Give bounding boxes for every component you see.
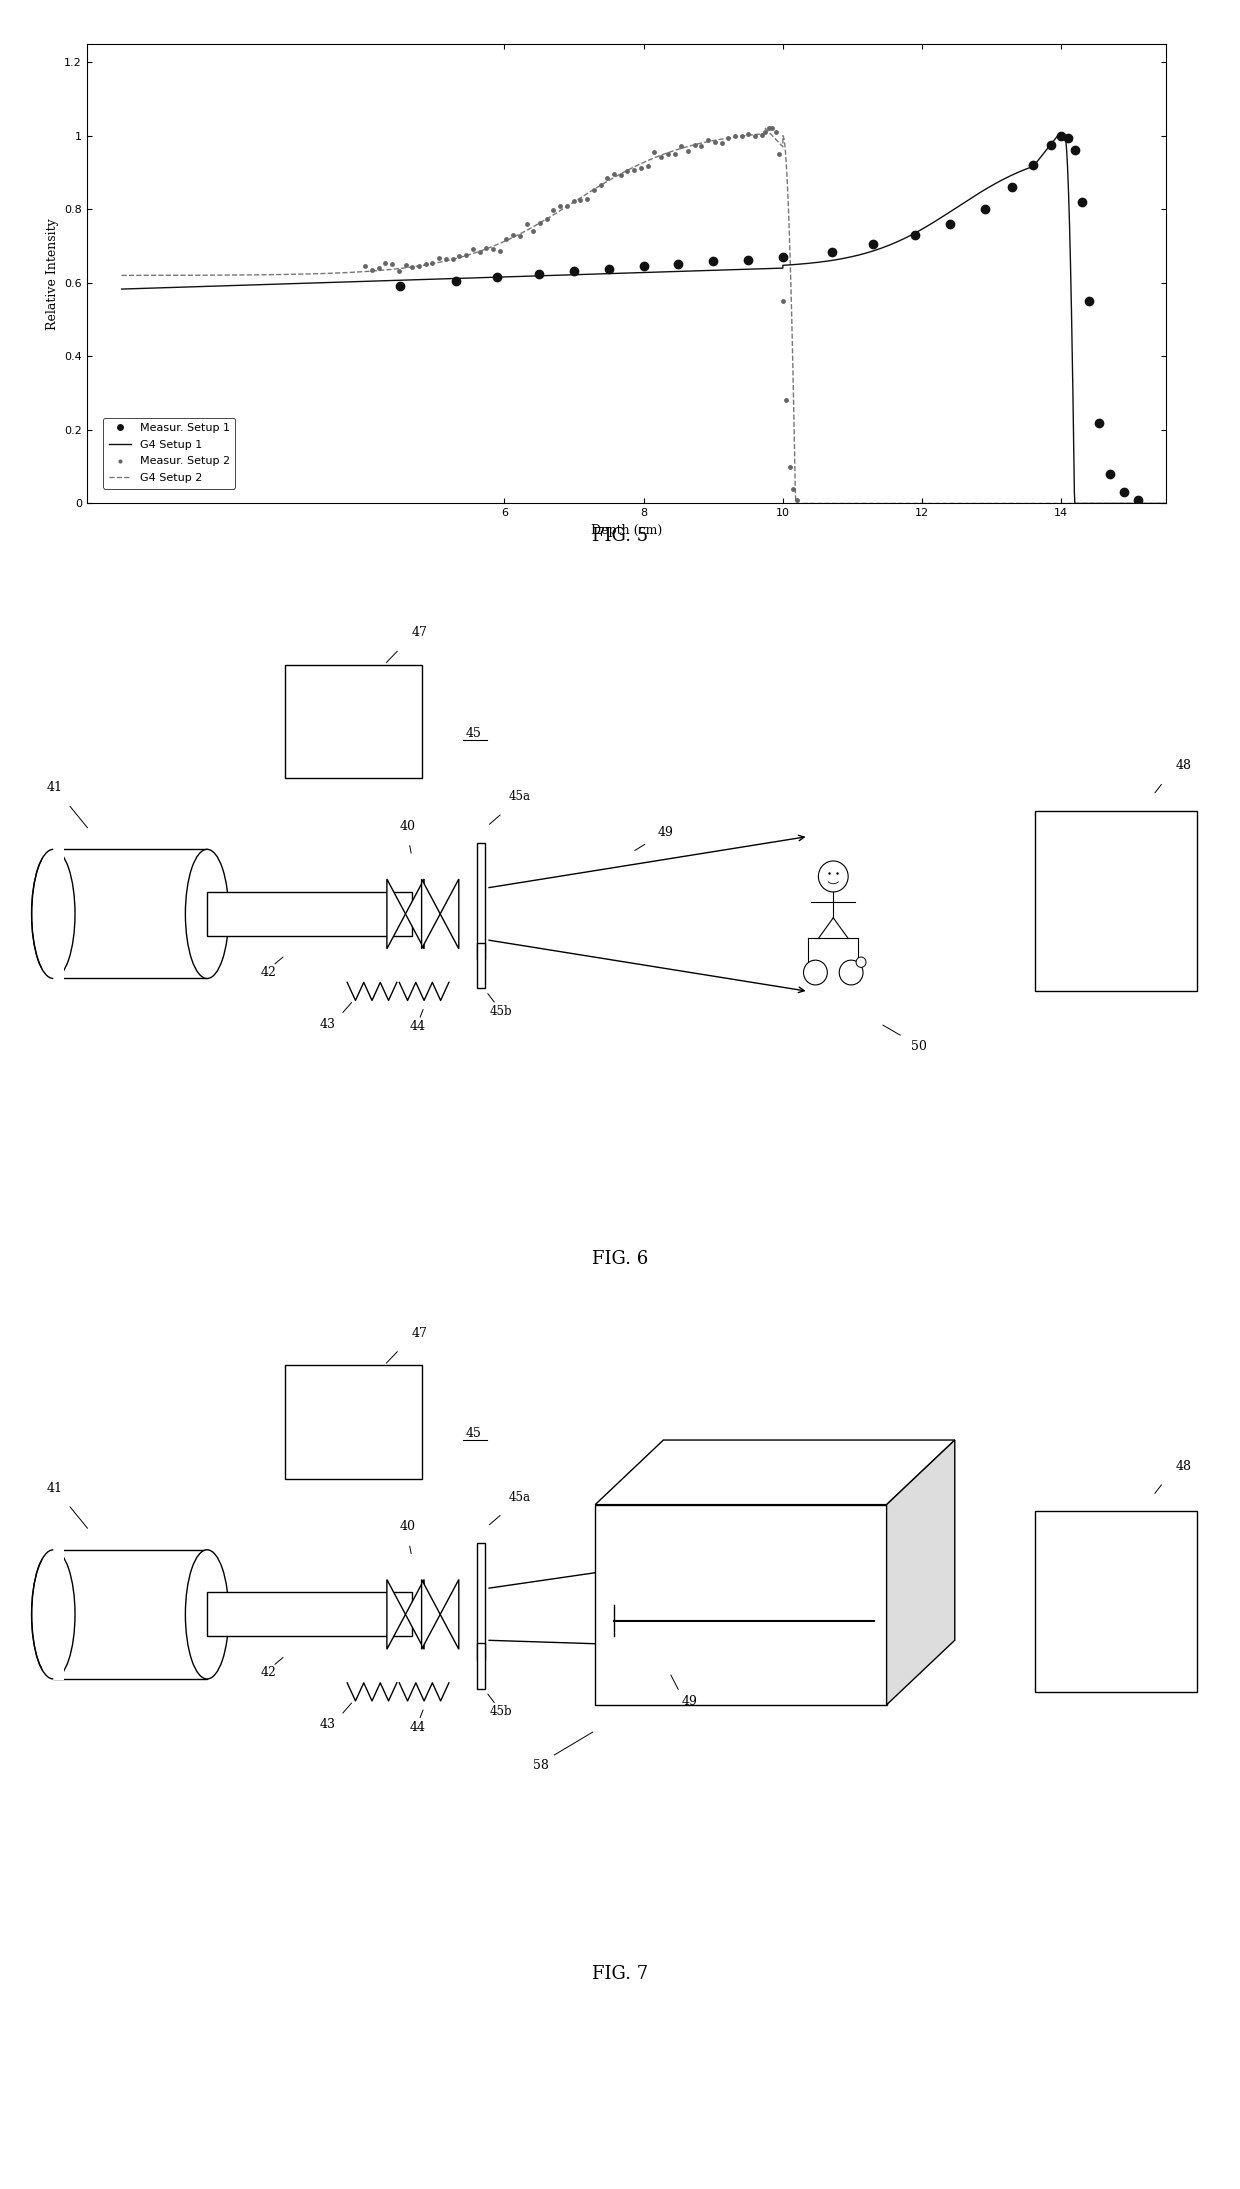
Circle shape [818, 860, 848, 891]
Bar [476, 943, 485, 987]
Text: FIG. 5: FIG. 5 [591, 528, 649, 545]
Ellipse shape [32, 1550, 76, 1679]
Ellipse shape [186, 1550, 228, 1679]
Text: 49: 49 [657, 827, 673, 838]
Polygon shape [887, 1440, 955, 1705]
Text: 40: 40 [399, 821, 415, 834]
Ellipse shape [32, 849, 76, 978]
Text: 45a: 45a [508, 1491, 531, 1504]
Polygon shape [387, 880, 405, 948]
Text: 43: 43 [320, 1018, 336, 1031]
Polygon shape [422, 880, 440, 948]
Polygon shape [440, 1580, 459, 1648]
Text: 44: 44 [409, 1020, 425, 1033]
Text: 47: 47 [412, 1327, 428, 1340]
Polygon shape [440, 880, 459, 948]
Circle shape [839, 961, 863, 985]
Polygon shape [595, 1440, 955, 1504]
Polygon shape [42, 1548, 64, 1681]
Text: 50: 50 [911, 1040, 928, 1053]
Text: 45: 45 [466, 727, 481, 740]
Circle shape [856, 957, 866, 968]
Bar [285, 665, 422, 779]
Bar [285, 1366, 422, 1480]
Text: 45b: 45b [490, 1005, 512, 1018]
Text: 48: 48 [1176, 760, 1192, 773]
Polygon shape [405, 1580, 424, 1648]
Bar [207, 891, 412, 937]
Text: 49: 49 [682, 1694, 698, 1707]
Circle shape [804, 961, 827, 985]
Bar [476, 1644, 485, 1688]
Ellipse shape [186, 849, 228, 978]
Text: 40: 40 [399, 1521, 415, 1534]
Bar [476, 1543, 485, 1659]
Text: FIG. 7: FIG. 7 [591, 1966, 649, 1983]
Polygon shape [422, 1580, 440, 1648]
Bar [207, 1591, 412, 1637]
Legend: Measur. Setup 1, G4 Setup 1, Measur. Setup 2, G4 Setup 2: Measur. Setup 1, G4 Setup 1, Measur. Set… [103, 418, 236, 488]
Y-axis label: Relative Intensity: Relative Intensity [46, 217, 58, 331]
X-axis label: Depth (cm): Depth (cm) [590, 523, 662, 536]
Bar [1035, 1510, 1197, 1692]
Polygon shape [387, 1580, 405, 1648]
Polygon shape [42, 847, 64, 981]
Text: FIG. 6: FIG. 6 [591, 1250, 649, 1267]
Text: 48: 48 [1176, 1460, 1192, 1473]
Polygon shape [53, 1550, 207, 1679]
Polygon shape [53, 849, 207, 978]
Text: 43: 43 [320, 1718, 336, 1731]
Text: 42: 42 [260, 1666, 277, 1679]
Text: 42: 42 [260, 965, 277, 978]
Bar [1035, 810, 1197, 992]
Bar [595, 1504, 887, 1705]
Text: 45: 45 [466, 1427, 481, 1440]
Polygon shape [405, 880, 424, 948]
Text: 58: 58 [533, 1760, 549, 1773]
Text: 41: 41 [47, 1482, 63, 1495]
Text: 47: 47 [412, 626, 428, 639]
Text: 44: 44 [409, 1721, 425, 1734]
Bar [476, 843, 485, 959]
Text: 45a: 45a [508, 790, 531, 803]
Text: 41: 41 [47, 781, 63, 795]
Text: 45b: 45b [490, 1705, 512, 1718]
